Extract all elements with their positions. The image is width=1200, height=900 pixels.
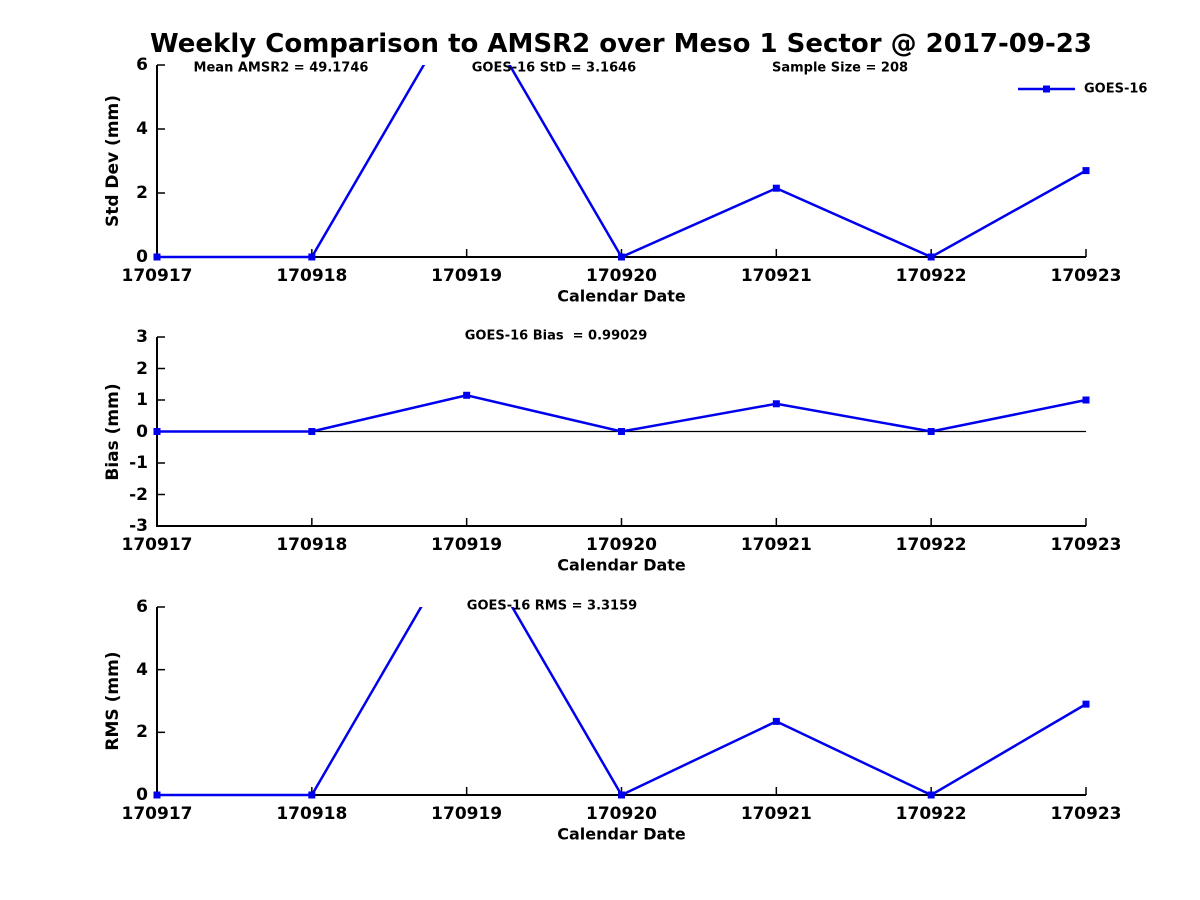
axes-frame	[156, 65, 1086, 258]
y-tick-label: -1	[129, 453, 148, 473]
x-tick-label: 170919	[431, 535, 503, 555]
data-marker	[1082, 700, 1090, 708]
y-tick-label: 2	[136, 722, 148, 743]
series-group	[153, 65, 1090, 261]
y-axis-label: Std Dev (mm)	[103, 94, 123, 228]
data-marker	[618, 253, 625, 261]
data-line	[157, 65, 1087, 259]
x-tick-label: 170923	[1050, 804, 1122, 824]
x-tick-label: 170920	[586, 266, 657, 286]
x-axis-label: Calendar Date	[557, 286, 686, 306]
legend-marker-icon	[1043, 85, 1050, 93]
y-tick-label: 4	[136, 659, 148, 680]
data-marker	[618, 791, 625, 799]
y-tick-label: 0	[136, 247, 148, 267]
x-tick-label: 170919	[431, 804, 503, 824]
annotation: GOES-16 RMS = 3.3159	[466, 598, 638, 614]
axes-frame	[156, 607, 1086, 796]
data-line	[157, 393, 1087, 433]
data-marker	[308, 253, 316, 261]
y-tick-label: 1	[136, 390, 148, 410]
x-tick-label: 170922	[895, 804, 967, 824]
data-marker	[463, 391, 471, 399]
x-tick-label: 170923	[1050, 266, 1122, 286]
series-group	[153, 391, 1090, 435]
y-tick-label: 3	[136, 327, 148, 347]
x-tick-label: 170920	[586, 535, 657, 555]
annotation: GOES-16 Bias = 0.99029	[464, 328, 648, 344]
y-tick-label: 6	[136, 597, 148, 617]
figure-title: Weekly Comparison to AMSR2 over Meso 1 S…	[150, 29, 1092, 59]
y-axis-label: RMS (mm)	[103, 651, 123, 751]
data-marker	[153, 253, 161, 261]
x-tick-label: 170917	[121, 266, 193, 286]
y-tick-label: -3	[129, 516, 148, 536]
data-marker	[772, 717, 780, 725]
annotation: Mean AMSR2 = 49.1746	[193, 60, 369, 76]
x-tick-label: 170918	[276, 266, 348, 286]
x-tick-label: 170917	[121, 804, 193, 824]
annotation: GOES-16 StD = 3.1646	[471, 60, 637, 76]
x-tick-label: 170921	[740, 535, 812, 555]
data-marker	[618, 428, 625, 435]
data-marker	[153, 428, 161, 435]
x-tick-label: 170923	[1050, 535, 1122, 555]
data-marker	[927, 428, 935, 435]
data-marker	[308, 428, 316, 435]
x-tick-label: 170918	[276, 535, 348, 555]
data-marker	[927, 253, 935, 261]
annotation: Sample Size = 208	[771, 60, 909, 76]
x-tick-label: 170917	[121, 535, 193, 555]
x-axis-label: Calendar Date	[557, 824, 686, 844]
y-tick-label: 6	[136, 55, 148, 75]
data-marker	[927, 791, 935, 799]
series-group	[153, 607, 1090, 799]
x-tick-label: 170921	[740, 266, 812, 286]
y-tick-label: 2	[136, 183, 148, 203]
x-axis-label: Calendar Date	[557, 555, 686, 575]
y-axis-label: Bias (mm)	[103, 382, 123, 481]
data-marker	[153, 791, 161, 799]
y-tick-label: 4	[136, 119, 148, 139]
y-tick-label: 0	[136, 785, 148, 805]
data-marker	[772, 184, 780, 192]
data-marker	[1082, 167, 1090, 175]
y-tick-label: -2	[129, 484, 148, 505]
x-tick-label: 170921	[740, 804, 812, 824]
data-marker	[772, 400, 780, 408]
legend-label: GOES-16	[1084, 81, 1148, 97]
y-tick-label: 0	[136, 421, 148, 442]
x-tick-label: 170919	[431, 266, 503, 286]
x-tick-label: 170922	[895, 535, 967, 555]
data-marker	[1082, 396, 1090, 404]
x-tick-label: 170920	[586, 804, 657, 824]
x-tick-label: 170922	[895, 266, 967, 286]
x-tick-label: 170918	[276, 804, 348, 824]
y-tick-label: 2	[136, 358, 148, 379]
data-marker	[308, 791, 316, 799]
